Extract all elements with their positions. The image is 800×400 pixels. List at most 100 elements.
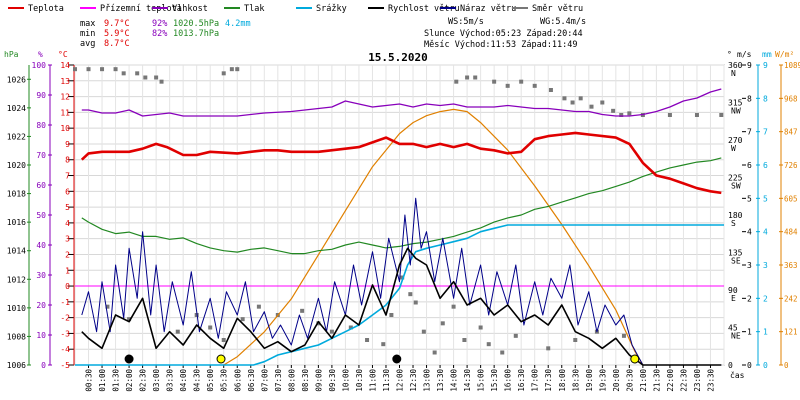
mm-tick-label: 8 — [763, 94, 768, 103]
wm2-tick-label: 484 — [784, 228, 798, 237]
c-tick-label: -3 — [60, 329, 70, 338]
wind-dir-point — [143, 75, 148, 80]
stats-block: max min avg 9.7°C 92% 1020.5hPa 4.2mm 5.… — [80, 17, 586, 50]
stat-max-hum: 92% — [152, 19, 167, 29]
time-tick-label: 12:00 — [396, 369, 405, 392]
time-tick-label: 20:30 — [625, 369, 634, 392]
time-tick-label: 02:30 — [139, 369, 148, 392]
time-tick-label: 22:30 — [679, 369, 688, 392]
dir-name-label: N — [731, 69, 736, 78]
wind-dir-point — [400, 275, 405, 280]
dir-tick-label: 90 — [728, 286, 738, 295]
stat-max-temp: 9.7°C — [104, 19, 130, 29]
wind-dir-point — [454, 79, 459, 84]
wind-dir-point — [473, 75, 478, 80]
wm2-axis-label: W/m² — [775, 50, 794, 59]
pct-tick-label: 20 — [36, 301, 46, 310]
time-tick-label: 15:30 — [490, 369, 499, 392]
wind-dir-point — [113, 67, 118, 72]
time-tick-label: 01:00 — [98, 369, 107, 392]
pressure-line — [81, 157, 722, 255]
time-tick-label: 04:30 — [193, 369, 202, 392]
time-tick-label: 14:00 — [450, 369, 459, 392]
time-tick-label: 23:30 — [706, 369, 715, 392]
hpa-tick-label: 1026 — [7, 75, 26, 84]
c-axis-label: °C — [58, 50, 68, 59]
wm2-tick-label: 605 — [784, 194, 798, 203]
mm-tick-label: 1 — [763, 328, 768, 337]
c-tick-label: 1 — [65, 266, 70, 275]
ms-tick-label: 5 — [747, 194, 752, 203]
ms-tick-label: 8 — [747, 94, 752, 103]
time-tick-label: 03:00 — [152, 369, 161, 392]
stat-avg-label: avg — [80, 39, 95, 49]
wind-dir-point — [421, 329, 426, 334]
hpa-axis-label: hPa — [4, 50, 19, 59]
time-tick-label: 23:00 — [693, 369, 702, 392]
wind-dir-point — [589, 104, 594, 109]
wind-dir-point — [619, 113, 624, 117]
c-tick-label: 7 — [65, 172, 70, 181]
wind-dir-point — [505, 83, 510, 88]
c-tick-label: 6 — [65, 187, 70, 196]
wind-dir-point — [492, 79, 497, 84]
c-tick-label: 8 — [65, 156, 70, 165]
time-tick-label: 17:00 — [531, 369, 540, 392]
time-tick-label: 09:00 — [314, 369, 323, 392]
mm-tick-label: 2 — [763, 294, 768, 303]
time-tick-label: 11:30 — [382, 369, 391, 392]
wind-dir-point — [348, 325, 353, 330]
c-tick-label: 14 — [60, 61, 70, 70]
axes: 14131211109876543210-1-2-3-4-51026102410… — [4, 50, 800, 392]
time-tick-label: 00:30 — [85, 369, 94, 392]
wm2-tick-label: 363 — [784, 261, 798, 270]
moon-marker — [124, 354, 134, 364]
wind-dir-point — [408, 292, 413, 297]
mm-tick-label: 3 — [763, 261, 768, 270]
dir-name-label: SE — [731, 257, 741, 266]
wm2-tick-label: 968 — [784, 94, 798, 103]
wind-dir-point — [100, 67, 105, 72]
time-tick-label: 21:30 — [652, 369, 661, 392]
ms-axis-label: m/s — [737, 50, 752, 59]
legend-label: Náraz větru — [460, 4, 516, 14]
time-tick-label: 10:00 — [341, 369, 350, 392]
stat-mesic: Měsíc Východ:11:53 Západ:11:49 — [424, 40, 578, 50]
dir-name-label: E — [731, 294, 736, 303]
time-tick-label: 04:00 — [179, 369, 188, 392]
wm2-tick-label: 726 — [784, 161, 798, 170]
wind-dir-point — [86, 67, 91, 72]
time-tick-label: 14:30 — [463, 369, 472, 392]
ms-tick-label: 3 — [747, 261, 752, 270]
chart-title: 15.5.2020 — [368, 51, 428, 64]
time-tick-label: 16:30 — [517, 369, 526, 392]
wind-dir-point — [235, 67, 240, 72]
pct-tick-label: 40 — [36, 241, 46, 250]
wind-dir-point — [719, 113, 724, 117]
wind-dir-point — [221, 71, 226, 76]
legend-label: Vlhkost — [172, 4, 208, 14]
time-tick-label: 01:30 — [112, 369, 121, 392]
dir-tick-label: 270 — [728, 136, 743, 145]
wind-dir-point — [573, 338, 578, 342]
ms-tick-label: 1 — [747, 328, 752, 337]
wind-dir-point — [381, 342, 386, 347]
hpa-tick-label: 1018 — [7, 190, 26, 199]
stat-min-label: min — [80, 29, 95, 39]
stat-wg: WG:5.4m/s — [540, 17, 586, 27]
wind-dir-point — [667, 113, 672, 117]
c-tick-label: 5 — [65, 203, 70, 212]
stat-ws: WS:5m/s — [448, 17, 484, 27]
ms-tick-label: 9 — [747, 61, 752, 70]
wind-dir-point — [256, 304, 261, 309]
hpa-tick-label: 1008 — [7, 332, 26, 341]
stat-min-temp: 5.9°C — [104, 29, 130, 39]
c-tick-label: 3 — [65, 235, 70, 244]
pct-tick-label: 50 — [36, 211, 46, 220]
wind-dir-point — [300, 308, 305, 313]
hpa-tick-label: 1006 — [7, 361, 26, 370]
wm2-tick-label: 121 — [784, 328, 798, 337]
wind-dir-point — [621, 333, 626, 338]
c-tick-label: 0 — [65, 282, 70, 291]
